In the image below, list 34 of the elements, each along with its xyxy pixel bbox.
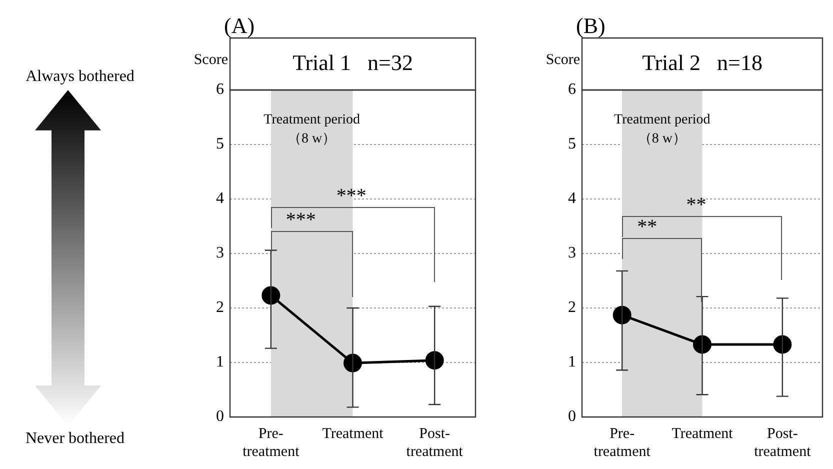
annotation: ** xyxy=(686,194,706,216)
annotation: ** xyxy=(637,216,658,238)
y-axis-title: Score xyxy=(194,52,228,68)
y-tick-label: 5 xyxy=(568,136,576,153)
text: Never bothered xyxy=(24,430,126,448)
text: Always bothered xyxy=(24,68,136,86)
y-tick-label: 4 xyxy=(568,190,576,208)
chart-subtitle: (B) xyxy=(576,12,606,38)
y-tick-label: 5 xyxy=(216,136,224,153)
annotation: *** xyxy=(286,209,316,231)
y-axis-title: Score xyxy=(546,52,580,68)
annotation: *** xyxy=(336,185,366,207)
y-tick-label: 3 xyxy=(568,244,576,262)
x-tick-label: Post-treatment xyxy=(406,426,464,460)
y-tick-label: 2 xyxy=(216,299,224,316)
y-tick-label: 6 xyxy=(216,81,224,98)
band-label: Treatment period （8 w） xyxy=(614,112,710,147)
band-label: Treatment period （8 w） xyxy=(264,112,360,147)
x-tick-label: Pre-treatment xyxy=(242,426,300,460)
chart-subtitle: (A) xyxy=(224,12,255,38)
y-tick-label: 6 xyxy=(568,81,576,98)
x-tick-label: Pre-treatment xyxy=(594,426,652,460)
y-tick-label: 2 xyxy=(568,299,576,316)
x-tick-label: Post-treatment xyxy=(754,426,812,460)
x-tick-label: Treatment xyxy=(322,426,384,442)
y-tick-label: 4 xyxy=(216,190,224,208)
y-tick-label: 1 xyxy=(216,354,224,371)
chart-title: Trial 1 n=32 xyxy=(292,50,413,75)
chart-title: Trial 2 n=18 xyxy=(642,50,762,75)
x-tick-label: Treatment xyxy=(672,426,734,442)
y-tick-label: 1 xyxy=(568,354,576,371)
y-tick-label: 3 xyxy=(216,244,224,262)
y-tick-label: 0 xyxy=(216,408,224,426)
y-tick-label: 0 xyxy=(568,408,576,426)
